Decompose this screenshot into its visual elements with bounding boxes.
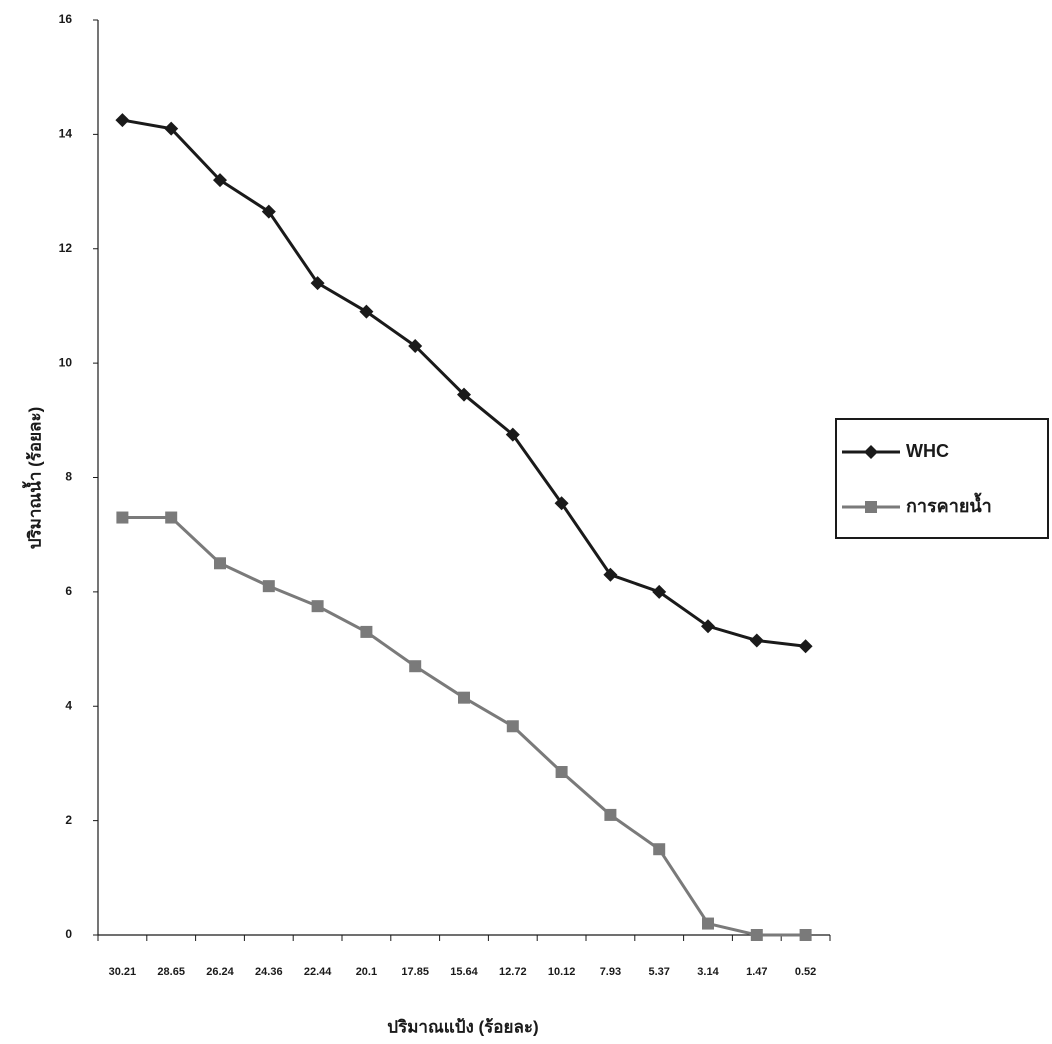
x-tick-label: 24.36 [255, 966, 283, 978]
y-tick-label: 6 [65, 584, 72, 598]
y-tick-label: 4 [65, 698, 72, 712]
marker [603, 567, 618, 582]
marker [750, 929, 763, 941]
x-tick-label: 20.1 [356, 966, 377, 978]
marker [458, 691, 470, 704]
marker [701, 619, 715, 634]
marker [798, 639, 813, 654]
x-axis-title: ปริมาณแป้ง (ร้อยละ) [387, 1017, 538, 1036]
x-tick-label: 15.64 [450, 966, 478, 978]
marker [555, 766, 568, 779]
marker [213, 173, 227, 188]
x-tick-label: 30.21 [109, 966, 137, 978]
y-tick-label: 12 [59, 241, 73, 255]
x-tick-label: 3.14 [697, 966, 719, 978]
x-tick-label: 28.65 [157, 966, 185, 978]
x-tick-label: 22.44 [304, 966, 332, 978]
marker [865, 501, 877, 513]
legend-box [835, 418, 1049, 539]
marker [652, 584, 667, 599]
marker [799, 929, 812, 941]
marker [310, 276, 325, 291]
x-tick-label: 12.72 [499, 966, 527, 978]
marker [604, 808, 617, 821]
marker [702, 917, 714, 930]
x-tick-label: 26.24 [206, 966, 234, 978]
marker [164, 121, 179, 136]
series-line [122, 516, 806, 937]
y-axis-title: ปริมาณน้ำ (ร้อยละ) [21, 407, 44, 550]
marker [214, 557, 226, 570]
y-tick-label: 10 [59, 355, 73, 369]
marker [262, 580, 275, 593]
marker [360, 625, 373, 638]
marker [165, 511, 178, 524]
marker [115, 113, 130, 128]
marker [506, 720, 519, 733]
x-tick-label: 1.47 [746, 966, 767, 978]
marker [359, 304, 374, 319]
y-tick-label: 16 [59, 12, 73, 26]
marker [408, 338, 423, 353]
legend-text: การคายน้ำ [906, 492, 992, 516]
marker [554, 496, 569, 511]
marker [409, 660, 422, 673]
y-tick-label: 8 [65, 470, 72, 484]
marker [864, 445, 878, 459]
marker [505, 427, 520, 442]
marker [311, 600, 324, 613]
marker [653, 843, 666, 856]
x-tick-label: 0.52 [795, 966, 816, 978]
y-tick-label: 2 [65, 813, 72, 827]
x-tick-label: 7.93 [600, 966, 621, 978]
x-tick-label: 17.85 [401, 966, 429, 978]
y-tick-label: 14 [59, 127, 73, 141]
marker [261, 204, 276, 219]
x-tick-label: 10.12 [548, 966, 576, 978]
marker [116, 511, 129, 524]
y-tick-label: 0 [65, 927, 72, 941]
marker [457, 387, 471, 402]
x-tick-label: 5.37 [648, 966, 669, 978]
marker [749, 633, 764, 648]
legend-text: WHC [906, 441, 949, 461]
